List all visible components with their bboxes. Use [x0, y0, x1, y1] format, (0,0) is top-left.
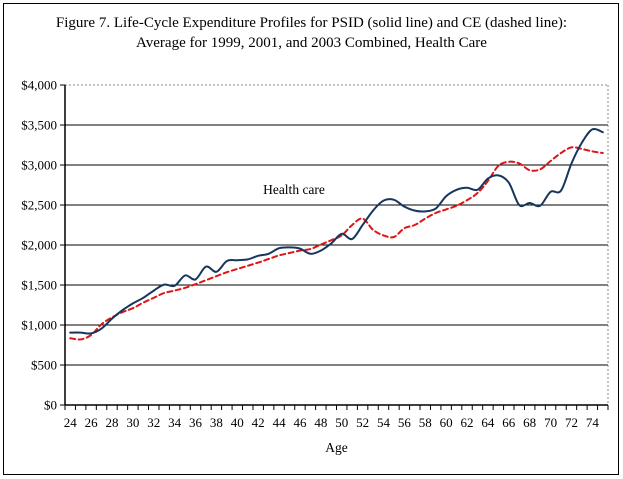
y-tick-label: $500	[31, 358, 57, 373]
y-tick-label: $0	[44, 398, 57, 413]
x-tick-label: 34	[168, 415, 182, 430]
y-tick-label: $2,000	[21, 238, 57, 253]
x-tick-label: 62	[461, 415, 474, 430]
x-tick-label: 42	[252, 415, 265, 430]
x-tick-label: 74	[586, 415, 600, 430]
x-tick-label: 50	[335, 415, 348, 430]
series-annotation: Health care	[263, 182, 325, 197]
x-tick-label: 52	[356, 415, 369, 430]
y-tick-label: $3,500	[21, 118, 57, 133]
x-tick-label: 26	[85, 415, 99, 430]
x-tick-label: 54	[377, 415, 391, 430]
x-tick-label: 70	[544, 415, 557, 430]
x-tick-label: 56	[398, 415, 412, 430]
y-tick-label: $1,000	[21, 318, 57, 333]
x-tick-label: 28	[105, 415, 118, 430]
x-tick-label: 72	[565, 415, 578, 430]
chart-title: Figure 7. Life-Cycle Expenditure Profile…	[0, 13, 623, 53]
x-tick-label: 60	[440, 415, 453, 430]
x-tick-label: 44	[273, 415, 287, 430]
x-tick-label: 46	[293, 415, 307, 430]
x-tick-label: 58	[419, 415, 432, 430]
x-axis-title: Age	[325, 440, 348, 455]
y-tick-label: $3,000	[21, 158, 57, 173]
x-tick-label: 30	[126, 415, 139, 430]
x-tick-label: 66	[502, 415, 516, 430]
x-tick-label: 38	[210, 415, 223, 430]
x-tick-label: 48	[314, 415, 327, 430]
y-tick-label: $1,500	[21, 278, 57, 293]
chart-title-line1: Figure 7. Life-Cycle Expenditure Profile…	[55, 15, 568, 31]
y-tick-label: $2,500	[21, 198, 57, 213]
psid-line	[69, 128, 604, 335]
chart-title-line2: Average for 1999, 2001, and 2003 Combine…	[136, 35, 487, 51]
x-tick-label: 24	[64, 415, 78, 430]
x-tick-label: 40	[231, 415, 244, 430]
x-tick-label: 64	[481, 415, 495, 430]
x-tick-label: 68	[523, 415, 536, 430]
ce-line	[69, 146, 604, 341]
x-tick-label: 36	[189, 415, 203, 430]
x-tick-label: 32	[147, 415, 160, 430]
y-tick-label: $4,000	[21, 78, 57, 93]
